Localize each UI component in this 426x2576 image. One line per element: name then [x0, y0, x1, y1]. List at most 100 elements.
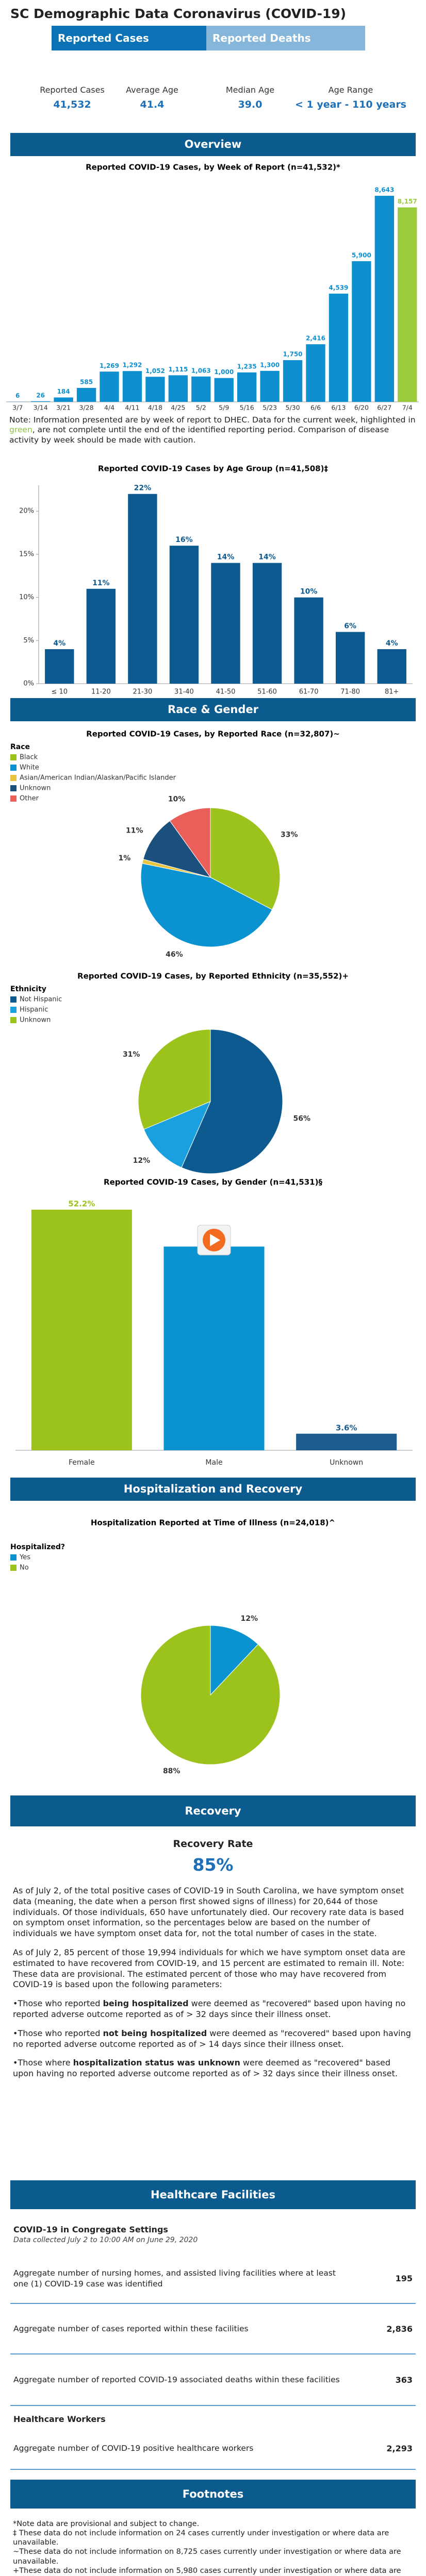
bar	[398, 207, 417, 402]
slice-label: 31%	[123, 1050, 140, 1059]
bar	[86, 588, 116, 684]
x-tick-label: 71-80	[340, 688, 360, 696]
bar	[31, 401, 51, 402]
footnote: +These data do not include information o…	[13, 2566, 401, 2576]
bar	[374, 196, 394, 402]
value-label: 16%	[175, 536, 193, 544]
pie-slice	[181, 1029, 283, 1174]
bar	[352, 261, 371, 402]
play-triangle	[210, 1234, 220, 1246]
note-highlight: green	[9, 425, 32, 435]
x-tick-label: 3/14	[34, 404, 48, 412]
bar	[122, 371, 142, 402]
value-label: 22%	[134, 484, 152, 493]
row-value: 2,293	[386, 2443, 413, 2453]
bar	[76, 387, 96, 402]
recovery-text: As of July 2, of the total positive case…	[13, 1886, 413, 2088]
pie-slice	[169, 807, 211, 878]
y-tick-label: 20%	[19, 507, 34, 515]
chart: Reported COVID-19 Cases by Age Group (n=…	[19, 464, 413, 696]
value-label: 1,063	[191, 367, 211, 374]
note-text: , are not complete until the end of the …	[9, 425, 389, 445]
bold-text: being hospitalized	[103, 1998, 189, 2009]
pie-slice	[140, 1625, 281, 1765]
value-label: 1,000	[214, 368, 234, 376]
row-text: Aggregate number of cases reported withi…	[13, 2324, 249, 2333]
value-label: 1,235	[237, 363, 257, 370]
subheading: COVID-19 in Congregate Settings	[13, 2225, 168, 2234]
x-tick-label: 5/16	[240, 404, 254, 412]
value-label: 1,300	[260, 361, 280, 368]
pie-slice	[143, 820, 211, 878]
text: were deemed as "recovered" based upon ha…	[13, 1998, 406, 2019]
bullet: •Those who reported being hospitalized w…	[13, 1998, 413, 2020]
x-tick-label: 3/21	[56, 404, 71, 412]
pie-slice	[143, 1101, 211, 1168]
legend-label: Not Hispanic	[20, 996, 62, 1004]
chart-title: Hospitalization Reported at Time of Illn…	[91, 1518, 335, 1528]
x-tick-label: Unknown	[330, 1459, 363, 1467]
legend-title: Race	[10, 743, 30, 751]
row-value: 2,836	[386, 2324, 413, 2334]
table-row: Aggregate number of reported COVID-19 as…	[10, 2354, 416, 2406]
value-label: 14%	[217, 553, 235, 562]
x-tick-label: 3/28	[79, 404, 94, 412]
paragraph: As of July 2, of the total positive case…	[13, 1886, 404, 1939]
bold-text: not being hospitalized	[103, 2028, 207, 2038]
stat: Median Age 39.0	[199, 85, 302, 110]
recovery-label: Recovery Rate	[173, 1838, 253, 1850]
footnotes: *Note data are provisional and subject t…	[13, 2519, 415, 2576]
value-label: 4,539	[329, 284, 348, 291]
bar	[168, 375, 188, 402]
stat-value: 39.0	[238, 99, 263, 110]
legend-swatch	[10, 775, 17, 781]
chart-title: Reported COVID-19 Cases, by Reported Rac…	[86, 730, 340, 739]
value-label: 10%	[300, 588, 318, 596]
slice-label: 12%	[133, 1157, 151, 1165]
pie-slice	[138, 1029, 211, 1130]
bold-text: hospitalization status was unknown	[73, 2058, 240, 2068]
value-label: 184	[57, 388, 70, 395]
chart-title: Reported COVID-19 Cases, by Week of Repo…	[86, 163, 340, 172]
slice-label: 33%	[281, 831, 298, 839]
bar	[306, 344, 325, 402]
x-tick-label: Male	[205, 1459, 222, 1467]
value-label: 1,269	[100, 362, 119, 369]
y-tick-label: 5%	[23, 637, 34, 645]
legend-swatch	[10, 1017, 17, 1023]
footnote: *Note data are provisional and subject t…	[13, 2520, 200, 2528]
slice-label: 88%	[163, 1767, 181, 1775]
row-text: Aggregate number of nursing homes, and a…	[13, 2268, 336, 2289]
bar	[329, 293, 349, 402]
x-tick-label: 81+	[385, 688, 399, 696]
y-tick-label: 10%	[19, 594, 34, 601]
stat-label: Age Range	[328, 85, 373, 95]
value-label: 585	[80, 378, 93, 385]
value-label: 4%	[386, 639, 398, 648]
text: were deemed as "recovered" based upon ha…	[13, 2028, 411, 2049]
value-label: 52.2%	[68, 1199, 95, 1209]
slice-label: 11%	[126, 826, 143, 835]
tab[interactable]: Reported Deaths	[206, 26, 365, 50]
legend-label: Black	[20, 754, 38, 761]
stat-label: Reported Cases	[40, 85, 105, 95]
x-tick-label: 21-30	[133, 688, 152, 696]
value-label: 5,900	[352, 251, 371, 259]
bar	[335, 632, 365, 684]
legend-swatch	[10, 765, 17, 771]
x-tick-label: 5/23	[263, 404, 277, 412]
bar	[128, 494, 157, 684]
x-tick-label: 11-20	[91, 688, 111, 696]
paragraph: As of July 2, 85 percent of those 19,994…	[13, 1947, 405, 1990]
bar	[191, 376, 211, 402]
value-label: 11%	[92, 579, 110, 587]
tab[interactable]: Reported Cases	[52, 26, 206, 50]
table-row: Aggregate number of nursing homes, and a…	[10, 2254, 416, 2304]
value-label: 14%	[258, 553, 276, 562]
bar	[145, 377, 165, 402]
x-tick-label: Female	[69, 1459, 95, 1467]
bar	[260, 370, 280, 402]
stat-label: Average Age	[126, 85, 178, 95]
bar	[45, 649, 74, 684]
